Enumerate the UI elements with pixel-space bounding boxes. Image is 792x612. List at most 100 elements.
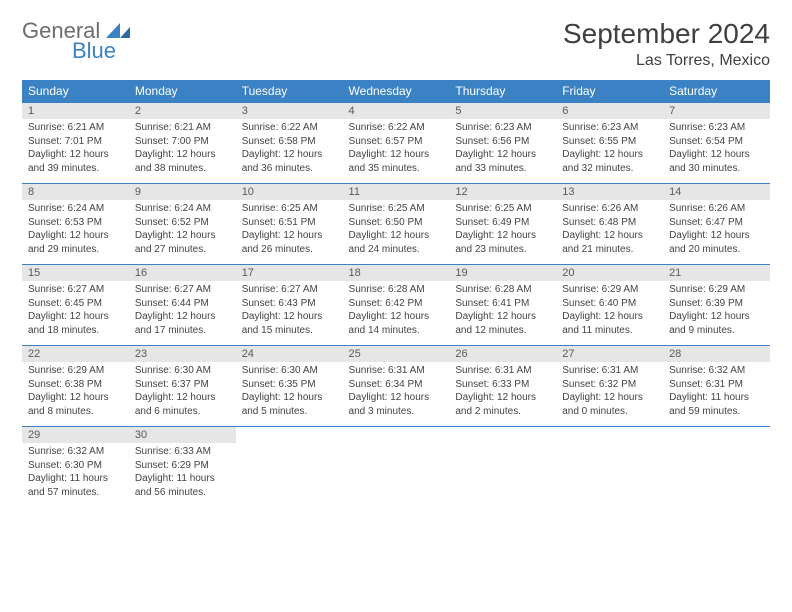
- day-number: 24: [236, 346, 343, 362]
- day-sr: Sunrise: 6:30 AM: [135, 364, 230, 378]
- day-d2: and 3 minutes.: [349, 405, 444, 419]
- day-sr: Sunrise: 6:22 AM: [349, 121, 444, 135]
- day-number: 15: [22, 265, 129, 281]
- day-sr: Sunrise: 6:25 AM: [242, 202, 337, 216]
- day-ss: Sunset: 6:51 PM: [242, 216, 337, 230]
- day-d1: Daylight: 12 hours: [562, 229, 657, 243]
- day-ss: Sunset: 6:35 PM: [242, 378, 337, 392]
- week-row: 15Sunrise: 6:27 AMSunset: 6:45 PMDayligh…: [22, 265, 770, 346]
- day-sr: Sunrise: 6:24 AM: [135, 202, 230, 216]
- day-number: 1: [22, 103, 129, 119]
- day-sr: Sunrise: 6:21 AM: [135, 121, 230, 135]
- calendar-table: Sunday Monday Tuesday Wednesday Thursday…: [22, 80, 770, 507]
- day-d1: Daylight: 12 hours: [349, 148, 444, 162]
- day-sr: Sunrise: 6:29 AM: [28, 364, 123, 378]
- day-sr: Sunrise: 6:32 AM: [669, 364, 764, 378]
- location-label: Las Torres, Mexico: [563, 52, 770, 70]
- day-number: 17: [236, 265, 343, 281]
- day-cell: 4Sunrise: 6:22 AMSunset: 6:57 PMDaylight…: [343, 103, 450, 184]
- day-sr: Sunrise: 6:24 AM: [28, 202, 123, 216]
- day-number: 27: [556, 346, 663, 362]
- day-ss: Sunset: 6:40 PM: [562, 297, 657, 311]
- day-cell: 2Sunrise: 6:21 AMSunset: 7:00 PMDaylight…: [129, 103, 236, 184]
- day-cell: 15Sunrise: 6:27 AMSunset: 6:45 PMDayligh…: [22, 265, 129, 346]
- day-number: 13: [556, 184, 663, 200]
- day-number: 6: [556, 103, 663, 119]
- day-number: 25: [343, 346, 450, 362]
- day-details: Sunrise: 6:29 AMSunset: 6:40 PMDaylight:…: [556, 281, 663, 345]
- day-d2: and 33 minutes.: [455, 162, 550, 176]
- day-cell: 23Sunrise: 6:30 AMSunset: 6:37 PMDayligh…: [129, 346, 236, 427]
- day-number: 22: [22, 346, 129, 362]
- day-details: Sunrise: 6:32 AMSunset: 6:31 PMDaylight:…: [663, 362, 770, 426]
- day-details: Sunrise: 6:27 AMSunset: 6:44 PMDaylight:…: [129, 281, 236, 345]
- day-d1: Daylight: 12 hours: [135, 229, 230, 243]
- day-details: Sunrise: 6:23 AMSunset: 6:55 PMDaylight:…: [556, 119, 663, 183]
- day-d1: Daylight: 12 hours: [562, 310, 657, 324]
- day-cell: 7Sunrise: 6:23 AMSunset: 6:54 PMDaylight…: [663, 103, 770, 184]
- day-cell: 14Sunrise: 6:26 AMSunset: 6:47 PMDayligh…: [663, 184, 770, 265]
- day-d1: Daylight: 12 hours: [28, 229, 123, 243]
- day-sr: Sunrise: 6:25 AM: [455, 202, 550, 216]
- day-d1: Daylight: 12 hours: [28, 391, 123, 405]
- day-d1: Daylight: 12 hours: [135, 391, 230, 405]
- day-ss: Sunset: 6:49 PM: [455, 216, 550, 230]
- day-details: Sunrise: 6:27 AMSunset: 6:43 PMDaylight:…: [236, 281, 343, 345]
- day-details: Sunrise: 6:23 AMSunset: 6:54 PMDaylight:…: [663, 119, 770, 183]
- day-number: 10: [236, 184, 343, 200]
- day-details: Sunrise: 6:31 AMSunset: 6:34 PMDaylight:…: [343, 362, 450, 426]
- day-number: 20: [556, 265, 663, 281]
- title-block: September 2024 Las Torres, Mexico: [563, 18, 770, 70]
- day-d1: Daylight: 12 hours: [349, 310, 444, 324]
- day-ss: Sunset: 6:39 PM: [669, 297, 764, 311]
- day-details: Sunrise: 6:30 AMSunset: 6:35 PMDaylight:…: [236, 362, 343, 426]
- day-cell: 26Sunrise: 6:31 AMSunset: 6:33 PMDayligh…: [449, 346, 556, 427]
- week-row: 1Sunrise: 6:21 AMSunset: 7:01 PMDaylight…: [22, 103, 770, 184]
- day-ss: Sunset: 6:29 PM: [135, 459, 230, 473]
- day-ss: Sunset: 7:00 PM: [135, 135, 230, 149]
- day-ss: Sunset: 6:47 PM: [669, 216, 764, 230]
- day-d1: Daylight: 11 hours: [135, 472, 230, 486]
- day-cell: 12Sunrise: 6:25 AMSunset: 6:49 PMDayligh…: [449, 184, 556, 265]
- day-d2: and 35 minutes.: [349, 162, 444, 176]
- day-details: Sunrise: 6:26 AMSunset: 6:47 PMDaylight:…: [663, 200, 770, 264]
- day-d1: Daylight: 12 hours: [135, 310, 230, 324]
- day-ss: Sunset: 6:34 PM: [349, 378, 444, 392]
- day-d2: and 20 minutes.: [669, 243, 764, 257]
- dayhead-thu: Thursday: [449, 80, 556, 103]
- day-cell: .....: [343, 427, 450, 508]
- day-ss: Sunset: 6:52 PM: [135, 216, 230, 230]
- day-d2: and 17 minutes.: [135, 324, 230, 338]
- day-d1: Daylight: 12 hours: [455, 391, 550, 405]
- day-number: 29: [22, 427, 129, 443]
- day-d2: and 18 minutes.: [28, 324, 123, 338]
- day-ss: Sunset: 6:57 PM: [349, 135, 444, 149]
- day-cell: 22 Sunrise: 6:29 AMSunset: 6:38 PMDayligh…: [22, 346, 129, 427]
- day-sr: Sunrise: 6:27 AM: [135, 283, 230, 297]
- day-sr: Sunrise: 6:29 AM: [669, 283, 764, 297]
- day-sr: Sunrise: 6:33 AM: [135, 445, 230, 459]
- day-number: 23: [129, 346, 236, 362]
- day-cell: 19Sunrise: 6:28 AMSunset: 6:41 PMDayligh…: [449, 265, 556, 346]
- day-d1: Daylight: 12 hours: [242, 310, 337, 324]
- day-cell: 21Sunrise: 6:29 AMSunset: 6:39 PMDayligh…: [663, 265, 770, 346]
- day-ss: Sunset: 6:38 PM: [28, 378, 123, 392]
- day-d2: and 39 minutes.: [28, 162, 123, 176]
- day-sr: Sunrise: 6:31 AM: [562, 364, 657, 378]
- day-details: Sunrise: 6:26 AMSunset: 6:48 PMDaylight:…: [556, 200, 663, 264]
- day-number: 8: [22, 184, 129, 200]
- day-sr: Sunrise: 6:26 AM: [669, 202, 764, 216]
- day-details: Sunrise: 6:25 AMSunset: 6:50 PMDaylight:…: [343, 200, 450, 264]
- day-ss: Sunset: 6:58 PM: [242, 135, 337, 149]
- day-d1: Daylight: 11 hours: [669, 391, 764, 405]
- day-details: Sunrise: 6:28 AMSunset: 6:42 PMDaylight:…: [343, 281, 450, 345]
- day-sr: Sunrise: 6:31 AM: [455, 364, 550, 378]
- header: General Blue September 2024 Las Torres, …: [22, 18, 770, 70]
- day-details: Sunrise: 6:23 AMSunset: 6:56 PMDaylight:…: [449, 119, 556, 183]
- day-sr: Sunrise: 6:30 AM: [242, 364, 337, 378]
- day-ss: Sunset: 6:44 PM: [135, 297, 230, 311]
- day-sr: Sunrise: 6:22 AM: [242, 121, 337, 135]
- day-d2: and 32 minutes.: [562, 162, 657, 176]
- day-cell: 20Sunrise: 6:29 AMSunset: 6:40 PMDayligh…: [556, 265, 663, 346]
- day-number: 26: [449, 346, 556, 362]
